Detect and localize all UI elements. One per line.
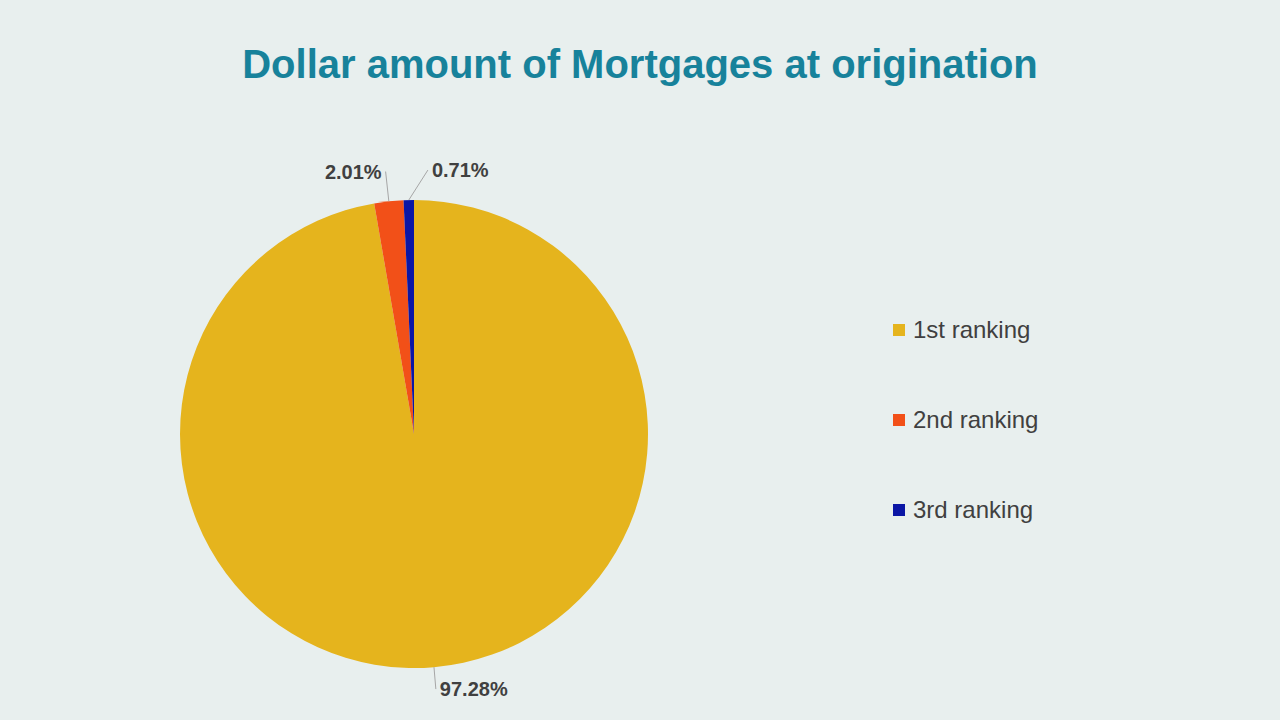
legend-swatch — [893, 324, 905, 336]
legend-swatch — [893, 504, 905, 516]
legend-swatch — [893, 414, 905, 426]
chart-canvas: Dollar amount of Mortgages at originatio… — [0, 0, 1280, 720]
leader-line — [386, 172, 389, 202]
data-label: 0.71% — [432, 159, 489, 181]
legend: 1st ranking 2nd ranking 3rd ranking — [893, 316, 1038, 523]
data-label: 2.01% — [325, 161, 382, 183]
pie-slices — [180, 200, 648, 668]
data-labels: 97.28% 2.01% 0.71% — [325, 159, 508, 700]
leader-line — [434, 667, 436, 689]
background — [0, 0, 1280, 720]
legend-label: 1st ranking — [913, 316, 1030, 343]
pie-slice — [180, 200, 648, 668]
legend-label: 2nd ranking — [913, 406, 1038, 433]
legend-label: 3rd ranking — [913, 496, 1033, 523]
data-label: 97.28% — [440, 678, 508, 700]
pie-slice — [404, 200, 414, 434]
leader-line — [409, 170, 428, 200]
pie-slice — [374, 200, 414, 434]
chart-title: Dollar amount of Mortgages at originatio… — [242, 42, 1038, 86]
